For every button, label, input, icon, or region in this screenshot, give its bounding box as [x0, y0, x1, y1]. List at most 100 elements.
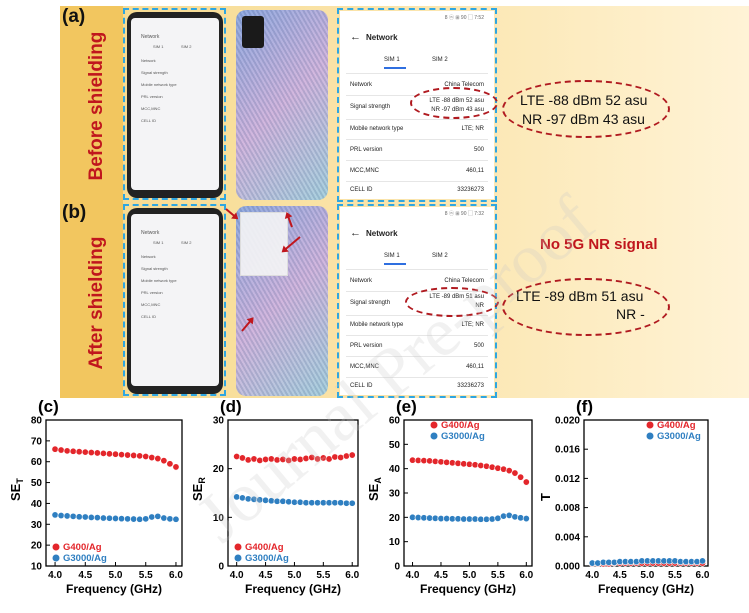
y-tick-label: 60 [31, 457, 43, 468]
data-point [308, 499, 316, 507]
legend-label: G3000/Ag [245, 553, 289, 564]
screenshot-a-tab1-underline [384, 67, 406, 69]
data-point [471, 461, 479, 469]
row-type-b-value: LTE; NR [461, 322, 484, 328]
row-network-a: Network [350, 82, 373, 88]
legend-label: G400/Ag [657, 420, 696, 431]
plot-frame [45, 419, 183, 567]
x-tick-label: 5.0 [640, 570, 654, 581]
data-point [154, 455, 162, 463]
y-tick-label: 0.008 [555, 503, 580, 514]
y-tick-label: 80 [31, 416, 43, 427]
data-point [494, 464, 502, 472]
data-point [99, 449, 107, 457]
chart-letter: (d) [220, 398, 242, 416]
y-axis-label: SET [8, 478, 25, 501]
data-point [522, 478, 530, 486]
legend-label: G3000/Ag [657, 431, 701, 442]
row-type-a: Mobile network type [350, 126, 404, 132]
mini-row-a-2: Mobile network type [141, 82, 177, 87]
data-point [57, 512, 65, 520]
data-point [325, 499, 333, 507]
row-cell-b: CELL ID [350, 383, 373, 389]
screenshot-a-tab1[interactable]: SIM 1 [384, 57, 400, 63]
y-tick-label: 50 [31, 478, 43, 489]
back-arrow-icon[interactable]: ← [350, 31, 361, 43]
row-mcc-b-value: 460,11 [466, 364, 484, 370]
data-point [172, 463, 180, 471]
data-point [63, 447, 71, 455]
mini-row-b-3: PRL version [141, 290, 163, 295]
mini-row-b-0: Network [141, 254, 156, 259]
row-type-a-value: LTE; NR [461, 126, 484, 132]
legend-label: G3000/Ag [63, 553, 107, 564]
data-point [93, 449, 101, 457]
data-point [511, 513, 519, 521]
data-point [148, 513, 156, 521]
phone-front-b: Network SIM 1 SIM 2 Network Signal stren… [127, 208, 223, 394]
data-point [57, 446, 65, 454]
ellipse-small-b [405, 287, 499, 317]
data-point [63, 512, 71, 520]
y-tick-label: 0.000 [555, 562, 580, 573]
y-tick-label: 20 [31, 541, 43, 552]
legend-marker [646, 421, 654, 429]
data-point [314, 499, 322, 507]
row-mcc-a: MCC,MNC [350, 168, 379, 174]
y-tick-label: 0.004 [555, 532, 580, 543]
legend-marker [52, 554, 60, 562]
data-point [154, 512, 162, 520]
panel-b-side-label: After shielding [86, 236, 107, 370]
data-point [160, 514, 168, 522]
panel-a-side [60, 6, 123, 202]
data-point [124, 451, 132, 459]
data-point [130, 451, 138, 459]
row-mcc-b: MCC,MNC [350, 364, 379, 370]
y-axis-label-sub: T [15, 478, 25, 484]
x-tick-label: 4.0 [406, 570, 420, 581]
data-point [69, 512, 77, 520]
screenshot-b-tab2[interactable]: SIM 2 [432, 253, 448, 259]
data-point [112, 450, 120, 458]
row-network-b-value: China Telecom [444, 278, 484, 284]
data-point [172, 515, 180, 523]
plot-frame [227, 419, 359, 567]
data-point [87, 513, 95, 521]
data-point [124, 515, 132, 523]
data-point [698, 557, 706, 565]
data-point [488, 515, 496, 523]
data-point [93, 514, 101, 522]
x-tick-label: 4.5 [78, 570, 92, 581]
data-point [319, 499, 327, 507]
x-tick-label: 6.0 [696, 570, 710, 581]
legend-marker [430, 421, 438, 429]
mini-tab1-a: SIM 1 [153, 44, 164, 49]
data-point [477, 462, 485, 470]
chart-letter: (c) [38, 398, 59, 416]
row-mcc-a-value: 460,11 [466, 168, 484, 174]
screenshot-a-title: Network [366, 33, 398, 42]
y-tick-label: 50 [389, 440, 401, 451]
back-arrow-icon-b[interactable]: ← [350, 227, 361, 239]
x-tick-label: 4.5 [259, 570, 273, 581]
x-tick-label: 5.0 [109, 570, 123, 581]
panel-b-letter: (b) [62, 202, 87, 223]
x-tick-label: 6.0 [169, 570, 183, 581]
x-tick-label: 5.5 [316, 570, 330, 581]
y-tick-label: 70 [31, 436, 43, 447]
phone-back-b [236, 206, 328, 396]
screenshot-b-tab1[interactable]: SIM 1 [384, 253, 400, 259]
data-point [500, 512, 508, 520]
data-point [148, 454, 156, 462]
screenshot-a-tab2[interactable]: SIM 2 [432, 57, 448, 63]
row-network-a-value: China Telecom [444, 82, 484, 88]
data-point [166, 460, 174, 468]
y-tick-label: 10 [389, 537, 401, 548]
row-prl-a-value: 500 [473, 147, 484, 153]
mini-row-a-4: MCC,MNC [141, 106, 161, 111]
row-cell-a: CELL ID [350, 187, 373, 193]
row-signal-b: Signal strength [350, 300, 391, 306]
mini-title-b: Network [141, 230, 160, 236]
legend-marker [234, 543, 242, 551]
mini-row-a-5: CELL ID [141, 118, 156, 123]
